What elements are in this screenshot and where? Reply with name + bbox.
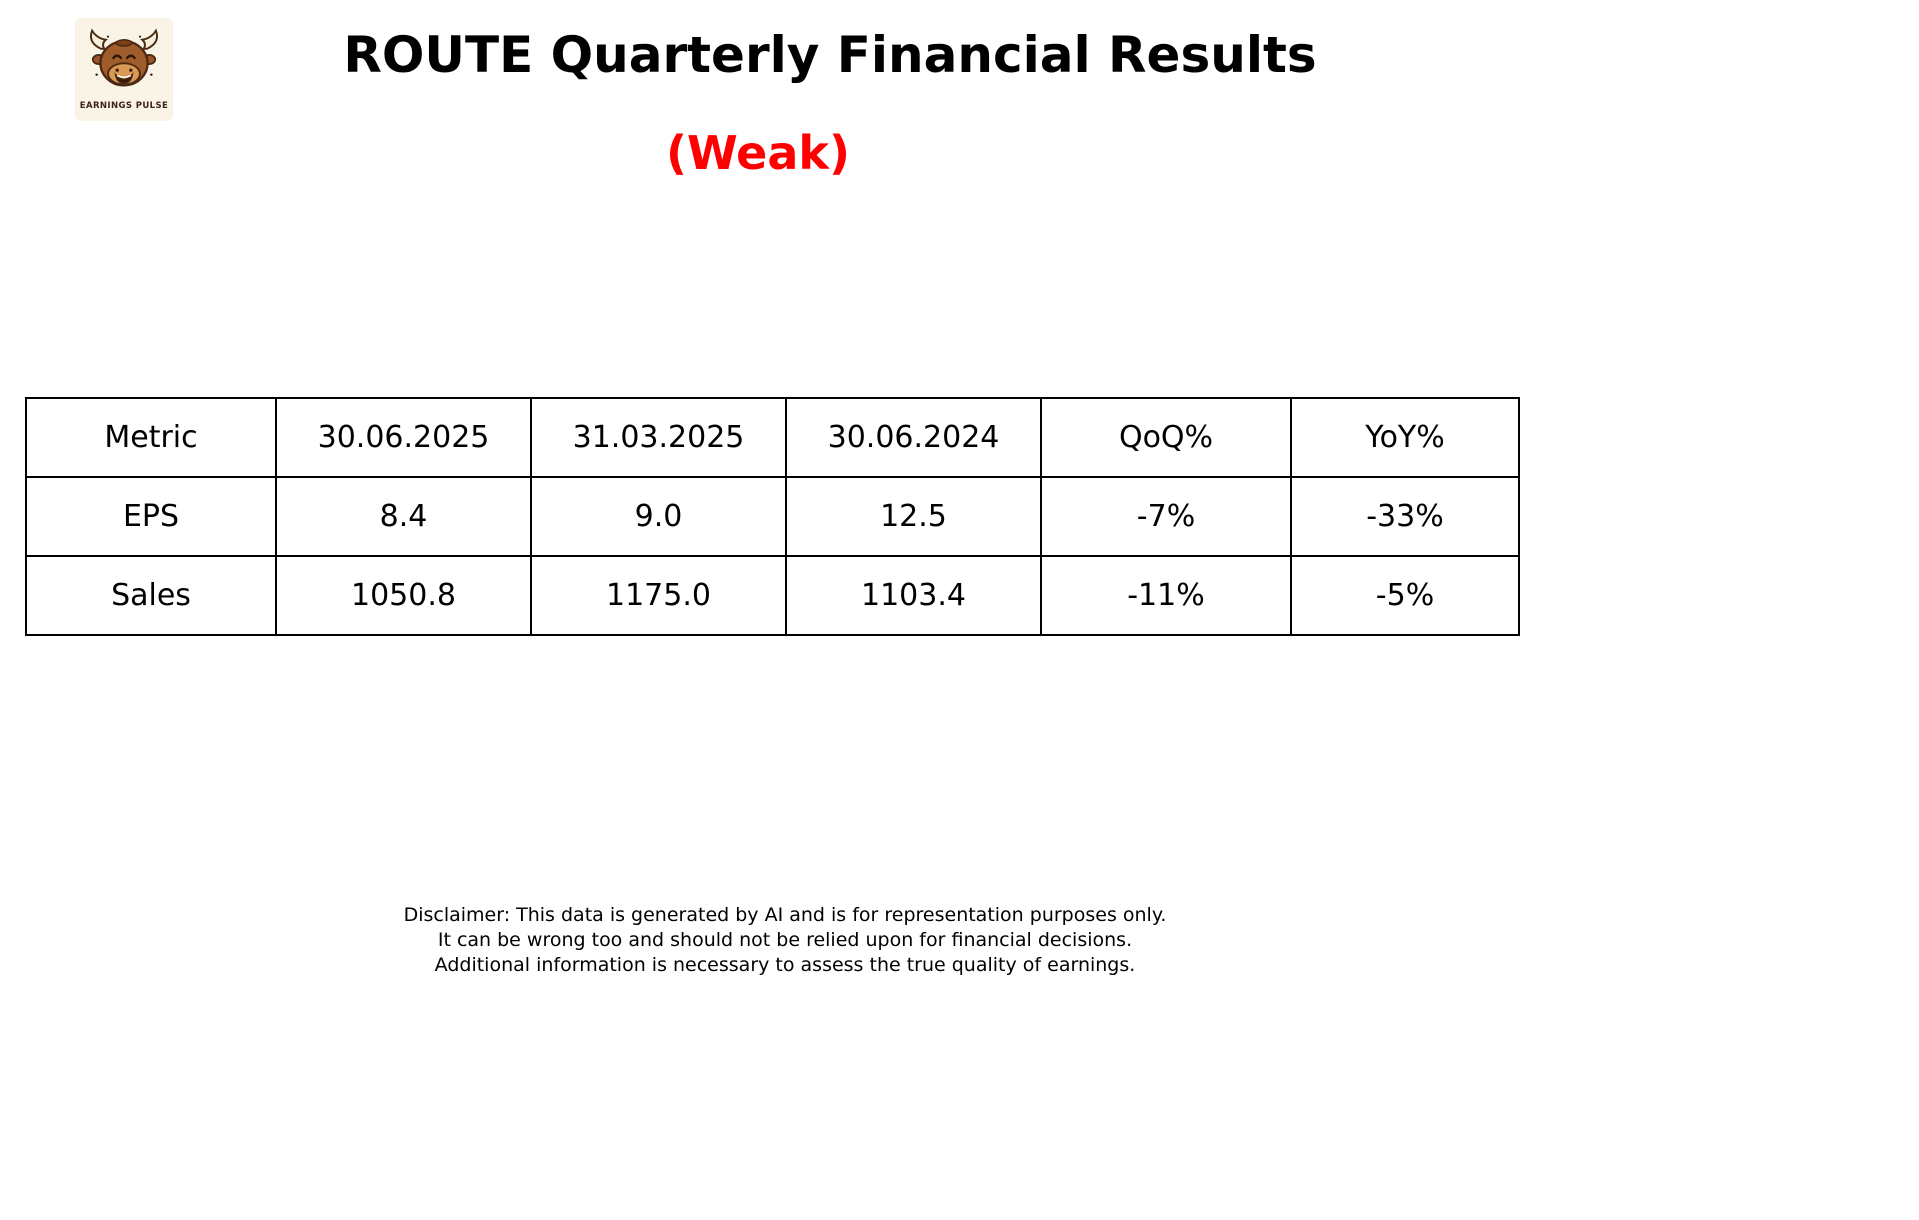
metric-cell: EPS [25,476,277,557]
qoq-change-cell: -11% [1040,555,1292,636]
metric-cell: Sales [25,555,277,636]
result-verdict-label: (Weak) [666,126,850,180]
header-cell-qoq: QoQ% [1040,397,1292,478]
bull-icon [89,28,159,87]
yoy-change-cell: -33% [1290,476,1520,557]
disclaimer-line-2: It can be wrong too and should not be re… [437,929,1133,951]
disclaimer-line-3: Additional information is necessary to a… [434,954,1136,976]
value-cell: 1103.4 [785,555,1042,636]
value-cell: 8.4 [275,476,532,557]
value-cell: 1050.8 [275,555,532,636]
value-cell: 1175.0 [530,555,787,636]
qoq-change-cell: -7% [1040,476,1292,557]
value-cell: 9.0 [530,476,787,557]
header-cell-q-current: 30.06.2025 [275,397,532,478]
table-row-eps: EPS 8.4 9.0 12.5 -7% -33% [25,476,1520,557]
disclaimer-line-1: Disclaimer: This data is generated by AI… [403,904,1167,926]
disclaimer: Disclaimer: This data is generated by AI… [0,903,1570,978]
earnings-pulse-logo: EARNINGS PULSE [75,18,173,121]
table-row-sales: Sales 1050.8 1175.0 1103.4 -11% -5% [25,555,1520,636]
header-cell-metric: Metric [25,397,277,478]
header-cell-q-previous: 31.03.2025 [530,397,787,478]
header-cell-q-yearago: 30.06.2024 [785,397,1042,478]
logo-brand-text: EARNINGS PULSE [79,101,169,111]
table-header-row: Metric 30.06.2025 31.03.2025 30.06.2024 … [25,397,1520,478]
value-cell: 12.5 [785,476,1042,557]
header-cell-yoy: YoY% [1290,397,1520,478]
quarterly-results-table: Metric 30.06.2025 31.03.2025 30.06.2024 … [25,397,1520,636]
yoy-change-cell: -5% [1290,555,1520,636]
page-title: ROUTE Quarterly Financial Results [343,26,1317,84]
